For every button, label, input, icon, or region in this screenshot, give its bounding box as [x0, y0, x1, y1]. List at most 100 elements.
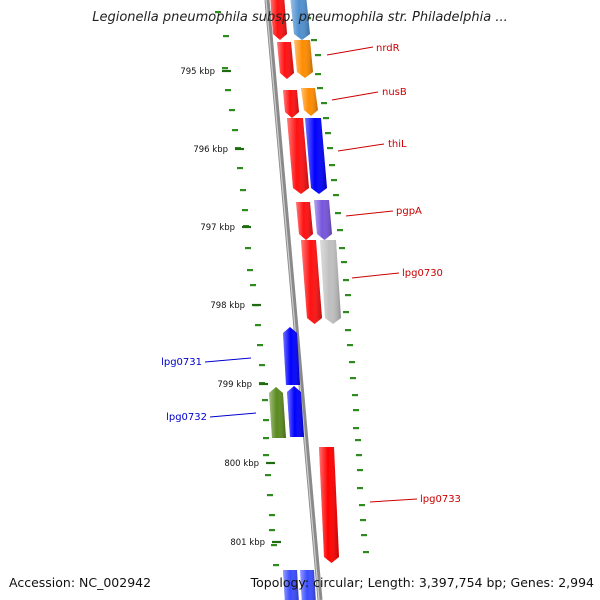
scale-tick-label: 797 kbp — [200, 223, 235, 233]
gc-dot — [325, 132, 331, 135]
gc-dot — [343, 279, 349, 282]
cds-feature-shade — [283, 90, 299, 118]
backbone-track — [264, 0, 323, 600]
gene-label-pgpA[interactable]: pgpA — [396, 206, 422, 217]
scale-tick-label: 800 kbp — [224, 459, 259, 469]
gc-dot — [359, 504, 365, 507]
gene-feature-lpg0732-shade — [287, 386, 304, 437]
gc-dot — [363, 551, 369, 554]
gene-label-leader — [331, 91, 379, 101]
gc-dot — [349, 361, 355, 364]
gene-feature-shade — [283, 570, 299, 600]
gene-label-lpg0730[interactable]: lpg0730 — [402, 268, 443, 279]
gene-label-lpg0731[interactable]: lpg0731 — [161, 357, 202, 368]
map-title: Legionella pneumophila subsp. pneumophil… — [92, 10, 508, 25]
gene-feature-nrdR-shade — [294, 40, 313, 78]
gene-label-lpg0732[interactable]: lpg0732 — [166, 412, 207, 423]
gc-dot — [311, 39, 317, 42]
gc-skew-track — [215, 11, 369, 567]
backbone-line — [264, 0, 323, 600]
gene-feature-shade — [290, 0, 310, 40]
gc-dot — [337, 229, 343, 232]
scale-tick-label: 795 kbp — [180, 67, 215, 77]
gc-dot — [315, 54, 321, 57]
gc-dot — [353, 427, 359, 430]
gene-label-nrdR[interactable]: nrdR — [376, 43, 400, 54]
gc-dot — [345, 294, 351, 297]
gc-dot — [215, 11, 221, 14]
gc-dot — [347, 344, 353, 347]
cds-feature-shade — [269, 387, 286, 438]
cds-feature-shade — [301, 240, 322, 324]
gc-dot — [341, 261, 347, 264]
gc-dot — [259, 364, 265, 367]
gene-label-lpg0733[interactable]: lpg0733 — [420, 494, 461, 505]
gc-dot — [333, 194, 339, 197]
gc-dot — [335, 212, 341, 215]
gene-label-leader — [326, 46, 374, 56]
gc-dot — [357, 487, 363, 490]
accession-label: Accession: NC_002942 — [9, 575, 152, 590]
gc-dot — [242, 209, 248, 212]
gc-dot — [232, 129, 238, 132]
gene-feature-lpg0733-shade — [319, 447, 339, 563]
cds-feature-shade — [296, 202, 313, 240]
gc-dot — [360, 519, 366, 522]
backbone-highlight — [265, 0, 320, 600]
gc-dot — [245, 247, 251, 250]
genome-summary: Topology: circular; Length: 3,397,754 bp… — [250, 575, 594, 590]
gc-dot — [323, 117, 329, 120]
gc-dot — [353, 409, 359, 412]
gc-dot — [262, 399, 268, 402]
gc-dot — [355, 439, 361, 442]
gc-dot — [352, 394, 358, 397]
gc-dot — [263, 454, 269, 457]
label-layer: nrdR nusB thiL pgpA lpg0730 lpg0731 lpg0732 lpg… — [161, 43, 461, 505]
cds-feature-shade — [287, 118, 309, 194]
scale-tick-label: 796 kbp — [193, 145, 228, 155]
gc-dot — [223, 35, 229, 38]
gc-dot — [361, 534, 367, 537]
gene-label-nusB[interactable]: nusB — [382, 87, 407, 98]
gc-dot — [350, 377, 356, 380]
gc-dot — [357, 469, 363, 472]
gene-feature-shade — [300, 570, 316, 600]
gc-dot — [229, 109, 235, 112]
gc-dot — [356, 454, 362, 457]
gc-dot — [269, 529, 275, 532]
gc-dot — [331, 179, 337, 182]
gene-label-leader — [351, 272, 400, 279]
gene-label-thiL[interactable]: thiL — [388, 139, 407, 150]
gc-dot — [339, 247, 345, 250]
gene-feature-nusB-shade — [301, 88, 318, 116]
gc-dot — [250, 284, 256, 287]
scale-ticks: 795 kbp 796 kbp 797 kbp 798 kbp 799 kbp 800 k… — [180, 67, 281, 548]
gene-label-leader — [369, 498, 418, 503]
gc-dot — [267, 494, 273, 497]
gene-feature-thiL-shade — [305, 118, 327, 194]
gc-dot — [321, 102, 327, 105]
scale-tick-label: 798 kbp — [210, 301, 245, 311]
gc-dot — [240, 189, 246, 192]
gc-dot — [263, 419, 269, 422]
gc-dot — [225, 89, 231, 92]
gc-dot — [317, 87, 323, 90]
gc-dot — [222, 67, 228, 70]
cds-feature-shade — [277, 42, 294, 79]
gc-dot — [271, 544, 277, 547]
gc-dot — [237, 167, 243, 170]
gene-label-leader — [209, 412, 257, 418]
gc-dot — [345, 329, 351, 332]
gc-dot — [247, 269, 253, 272]
gc-dot — [315, 73, 321, 76]
feature-track — [269, 0, 341, 600]
scale-tick-label: 801 kbp — [230, 538, 265, 548]
gene-feature-lpg0730-shade — [320, 240, 341, 324]
gene-label-leader — [337, 143, 385, 152]
gc-dot — [255, 324, 261, 327]
gene-label-leader — [204, 357, 252, 363]
gene-label-leader — [345, 210, 394, 217]
gc-dot — [269, 514, 275, 517]
gc-dot — [265, 474, 271, 477]
